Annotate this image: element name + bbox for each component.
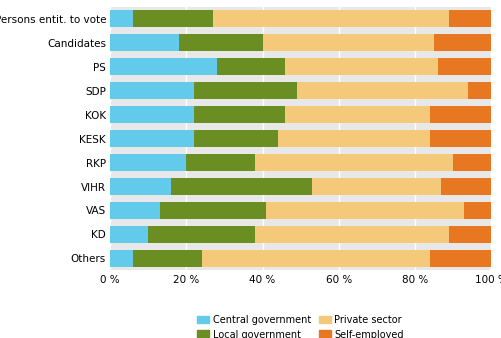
Bar — [255, 226, 449, 243]
Bar — [297, 82, 468, 99]
Bar — [110, 178, 171, 195]
Bar — [110, 226, 148, 243]
Bar — [438, 58, 491, 75]
Bar — [217, 58, 286, 75]
Bar — [430, 250, 491, 267]
Bar — [179, 34, 263, 51]
Bar — [194, 106, 286, 123]
Bar — [263, 34, 434, 51]
Bar — [434, 34, 491, 51]
Bar — [213, 10, 449, 27]
Bar — [464, 202, 491, 219]
Bar — [286, 106, 430, 123]
Bar — [441, 178, 491, 195]
Bar — [449, 226, 491, 243]
Bar — [255, 154, 453, 171]
Bar — [110, 154, 186, 171]
Bar — [430, 106, 491, 123]
Bar — [110, 202, 160, 219]
Bar — [267, 202, 464, 219]
Bar — [171, 178, 312, 195]
Bar — [110, 130, 194, 147]
Bar — [110, 106, 194, 123]
Bar — [194, 82, 297, 99]
Bar — [110, 58, 217, 75]
Bar — [133, 250, 201, 267]
Bar — [110, 34, 179, 51]
Bar — [186, 154, 255, 171]
Bar — [110, 10, 133, 27]
Bar — [286, 58, 438, 75]
Bar — [133, 10, 213, 27]
Bar — [110, 82, 194, 99]
Bar — [449, 10, 491, 27]
Bar — [110, 250, 133, 267]
Legend: Central government, Local government, Private sector, Self-employed: Central government, Local government, Pr… — [197, 315, 404, 338]
Bar — [312, 178, 441, 195]
Bar — [430, 130, 491, 147]
Bar — [148, 226, 255, 243]
Bar — [453, 154, 491, 171]
Bar — [160, 202, 267, 219]
Bar — [201, 250, 430, 267]
Bar — [278, 130, 430, 147]
Bar — [468, 82, 491, 99]
Bar — [194, 130, 278, 147]
